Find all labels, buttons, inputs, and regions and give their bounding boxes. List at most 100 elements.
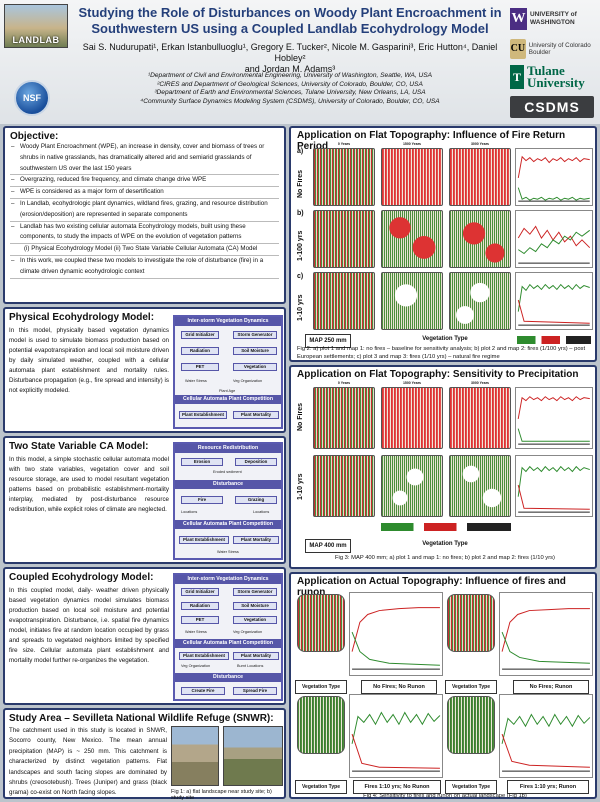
veg-map (449, 210, 511, 268)
map-badge: MAP 400 mm (305, 539, 351, 553)
veg-map (313, 148, 375, 206)
diagram-box: Plant Mortality (233, 536, 279, 544)
vegtype-label: Vegetation Type (445, 780, 497, 794)
csdms-logo: CSDMS (510, 94, 596, 120)
diagram-box: Storm Generator (233, 331, 277, 339)
physical-heading: Physical Ecohydrology Model: (9, 312, 155, 323)
study-panel: Study Area – Sevilleta National Wildlife… (3, 708, 286, 801)
list-item: In Landlab, ecohydrologic plant dynamics… (10, 199, 279, 222)
affiliation: ²CIRES and Department of Geological Scie… (157, 80, 423, 88)
list-item: Woody Plant Encroachment (WPE), an incre… (10, 142, 279, 176)
vegtype-label: Vegetation Type (422, 336, 468, 342)
actual-plot-1 (349, 592, 443, 676)
col-label: 1500 Years (402, 381, 422, 385)
diagram-header: Disturbance (175, 480, 281, 489)
diagram-label: Water Stress (217, 550, 239, 554)
diagram-box: Plant Establishment (179, 652, 229, 660)
diagram-label: Locations (181, 510, 198, 514)
affiliation: ⁴Community Surface Dynamics Modeling Sys… (140, 97, 440, 105)
diagram-label: Veg Organization (233, 379, 263, 383)
veg-map (313, 455, 375, 517)
veg-map (313, 210, 375, 268)
veg-map (381, 272, 443, 330)
diagram-box: Plant Mortality (233, 652, 279, 660)
coupled-text: In this coupled model, daily- weather dr… (9, 587, 169, 664)
cu-text: University of Colorado Boulder (528, 41, 591, 57)
csdms-text: CSDMS (510, 96, 594, 118)
watershed-map (447, 696, 495, 754)
veg-map (449, 148, 511, 206)
cover-plot-precip-a (515, 387, 593, 449)
col-label: 3000 Years (470, 142, 490, 146)
scenario-label: No Fires; Runon (513, 680, 589, 694)
scenario-label: Fires 1:10 yrs; No Runon (353, 780, 441, 794)
veg-map (449, 387, 511, 449)
authors-line-2: and Jordan M. Adams³ (244, 64, 336, 74)
diagram-label: Locations (253, 510, 270, 514)
objective-list: Woody Plant Encroachment (WPE), an incre… (10, 142, 279, 279)
coupled-panel: Coupled Ecohydrology Model: In this coup… (3, 567, 286, 705)
objective-heading: Objective: (10, 131, 59, 142)
authors-line-1: Sai S. Nudurupati¹, Erkan Istanbulluoglu… (82, 42, 498, 63)
diagram-box: Radiation (181, 602, 219, 610)
coupled-diagram: Inter-storm Vegetation Dynamics Grid Ini… (173, 573, 283, 701)
row-label: 1-10 yrs (297, 473, 304, 501)
affiliation: ¹Department of Civil and Environmental E… (147, 72, 433, 79)
fire-panel: Application on Flat Topography: Influenc… (289, 126, 597, 362)
list-item: WPE is considered as a major form of des… (10, 187, 279, 199)
watershed-map (447, 594, 495, 652)
diagram-box: PET (181, 616, 219, 624)
list-item: In this work, we coupled these two model… (10, 256, 279, 279)
affiliations: ¹Department of Civil and Environmental E… (74, 72, 506, 106)
list-item: Landlab has two existing cellular automa… (10, 222, 279, 245)
diagram-box: Grid Initializer (181, 331, 219, 339)
row-label: No Fires (297, 170, 304, 199)
row-letter: a) (297, 148, 304, 155)
actual-plot-4 (499, 694, 593, 778)
cu-logo: CU University of Colorado Boulder (510, 36, 596, 62)
actual-plot-3 (349, 694, 443, 778)
vegtype-label: Vegetation Type (295, 680, 347, 694)
diagram-box: Erosion (181, 458, 223, 466)
physical-panel: Physical Ecohydrology Model: In this mod… (3, 307, 286, 433)
landlab-logo-text: LANDLAB (12, 35, 60, 45)
diagram-header: Cellular Automata Plant Competition (175, 395, 281, 404)
diagram-box: Soil Moisture (233, 347, 277, 355)
diagram-label: Water Stress (185, 630, 207, 634)
diagram-header: Resource Redistribution (175, 444, 281, 453)
fire-heading: Application on Flat Topography: Influenc… (297, 130, 566, 152)
poster-header (0, 0, 600, 124)
diagram-box: Storm Generator (233, 588, 277, 596)
col-label: 0 Years (337, 142, 351, 146)
diagram-label: Water Stress (185, 379, 207, 383)
diagram-box: Vegetation (233, 363, 277, 371)
veg-map (381, 455, 443, 517)
diagram-label: Veg Organization (181, 664, 211, 668)
scenario-label: Fires 1:10 yrs; Runon (507, 780, 589, 794)
diagram-box: Spread Fire (233, 687, 277, 695)
study-heading: Study Area – Sevilleta National Wildlife… (9, 713, 274, 724)
diagram-box: PET (181, 363, 219, 371)
row-label: 1-10 yrs (297, 294, 304, 322)
tulane-mark: T (510, 65, 524, 89)
row-label: 1-100 yrs (297, 230, 304, 262)
map-badge: MAP 250 mm (305, 334, 351, 348)
authors: Sai S. Nudurupati¹, Erkan Istanbulluoglu… (74, 42, 506, 75)
diagram-box: Deposition (235, 458, 277, 466)
veg-map (313, 272, 375, 330)
row-letter: c) (297, 273, 304, 280)
diagram-header: Inter-storm Vegetation Dynamics (175, 575, 281, 584)
tulane-logo: T Tulane University (510, 64, 596, 90)
tulane-text: Tulane University (526, 63, 585, 90)
cover-plot-precip-b (515, 455, 593, 517)
landlab-logo: LANDLAB (4, 4, 68, 48)
row-label: No Fires (297, 403, 304, 432)
diagram-header: Inter-storm Vegetation Dynamics (175, 317, 281, 326)
veg-map (449, 272, 511, 330)
precip-heading: Application on Flat Topography: Sensitiv… (297, 369, 579, 380)
coupled-heading: Coupled Ecohydrology Model: (9, 572, 154, 583)
study-caption: Fig 1: a) flat landscape near study site… (171, 789, 272, 801)
row-letter: b) (297, 210, 304, 217)
veg-map (313, 387, 375, 449)
objective-panel: Objective: Woody Plant Encroachment (WPE… (3, 126, 286, 304)
